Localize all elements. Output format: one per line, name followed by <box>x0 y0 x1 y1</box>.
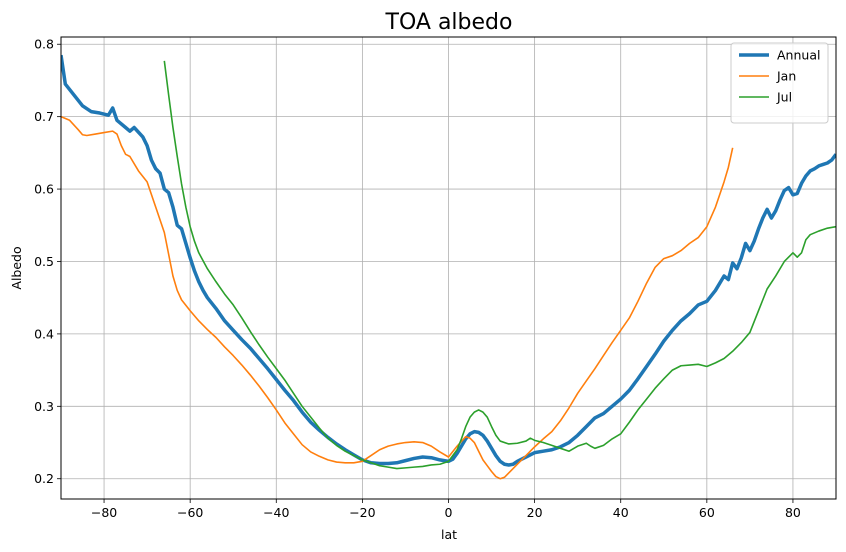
x-tick-label: 40 <box>613 505 629 520</box>
chart-title: TOA albedo <box>385 10 513 35</box>
x-tick-label: −20 <box>349 505 375 520</box>
series-line-jul <box>163 60 836 470</box>
legend-label-annual: Annual <box>777 48 820 63</box>
legend-label-jan: Jan <box>776 69 796 84</box>
series-line-jan <box>61 115 734 480</box>
series-line-annual <box>61 54 836 467</box>
y-tick-label: 0.4 <box>34 326 54 341</box>
x-tick-label: 80 <box>785 505 801 520</box>
x-tick-label: −80 <box>91 505 117 520</box>
legend-box <box>730 42 829 124</box>
x-tick-label: −60 <box>177 505 203 520</box>
x-tick-label: −40 <box>263 505 289 520</box>
legend-label-jul: Jul <box>776 90 792 105</box>
y-tick-label: 0.6 <box>34 182 54 197</box>
x-axis-ticks: −80 −60 −40 −20 0 20 40 60 80 <box>91 499 801 520</box>
grid-lines <box>61 37 836 499</box>
x-tick-label: 20 <box>527 505 543 520</box>
y-tick-label: 0.2 <box>34 471 54 486</box>
y-tick-label: 0.8 <box>34 37 54 52</box>
y-tick-label: 0.3 <box>34 399 54 414</box>
y-tick-label: 0.7 <box>34 109 54 124</box>
x-tick-label: 0 <box>445 505 453 520</box>
y-axis-label: Albedo <box>9 246 24 289</box>
y-axis-ticks: 0.2 0.3 0.4 0.5 0.6 0.7 0.8 <box>34 37 61 486</box>
series-layer <box>61 54 836 480</box>
x-tick-label: 60 <box>699 505 715 520</box>
y-tick-label: 0.5 <box>34 254 54 269</box>
legend: Annual Jan Jul <box>730 42 829 124</box>
x-axis-label: lat <box>441 527 457 542</box>
